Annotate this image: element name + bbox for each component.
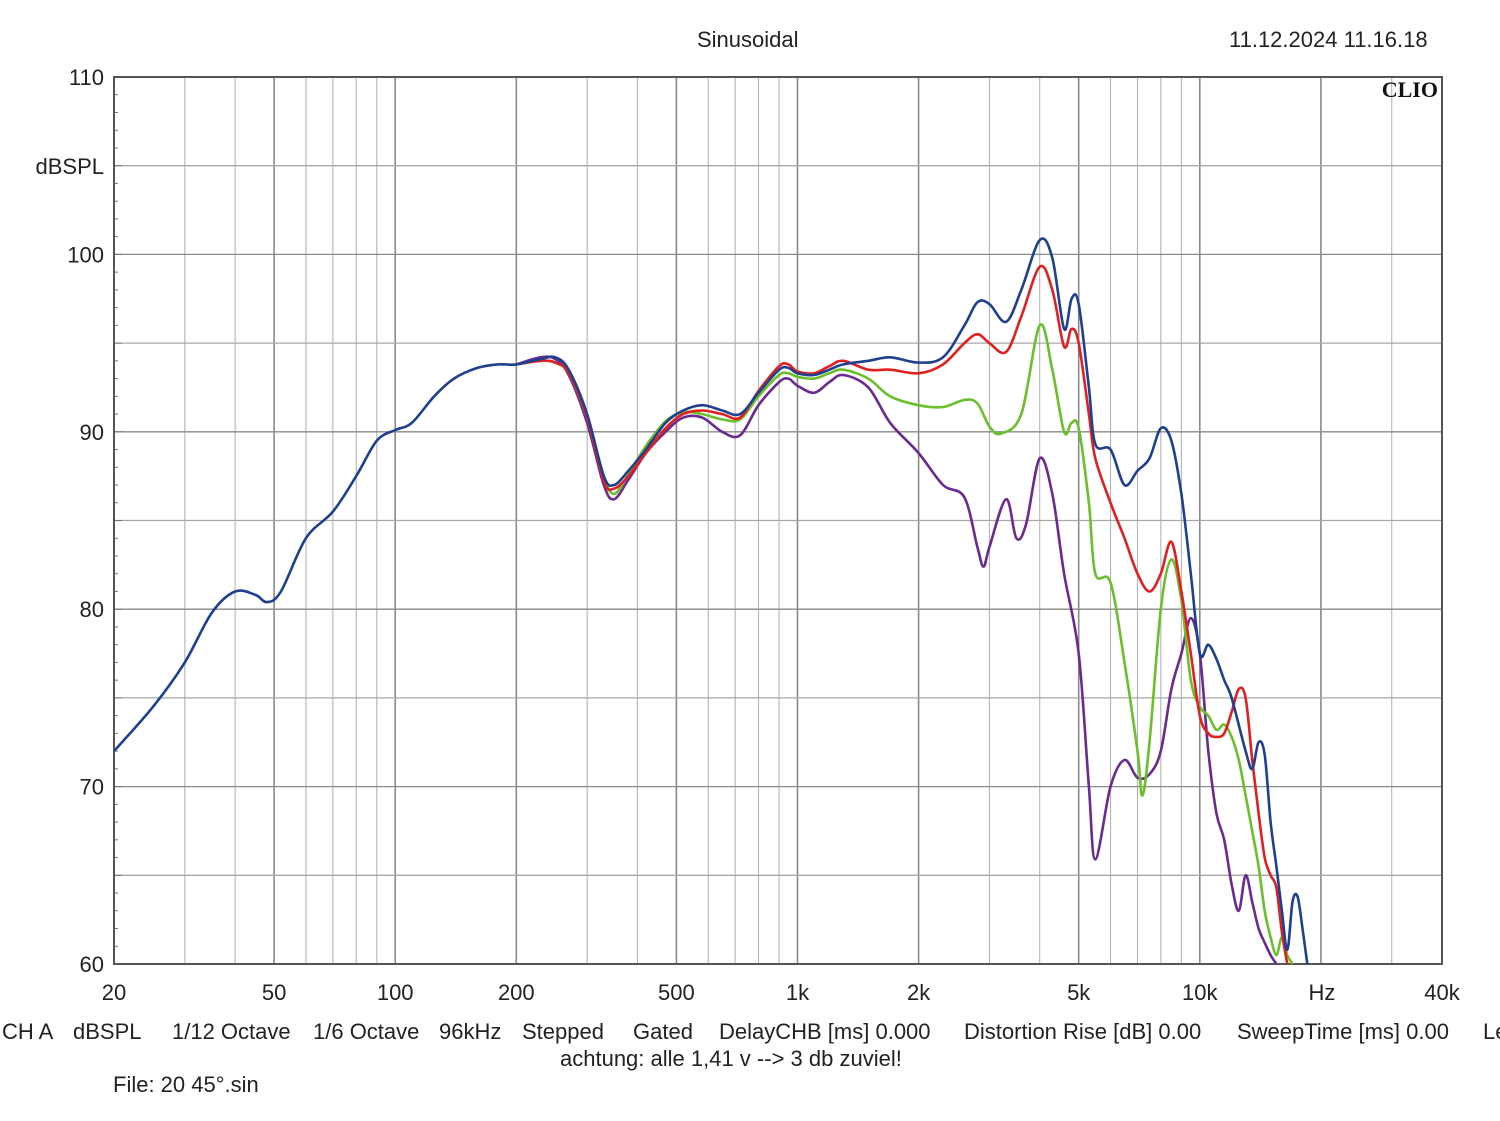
measurement-datetime: 11.12.2024 11.16.18: [1229, 27, 1428, 52]
x-tick-labels: 20 50 100 200 500 1k 2k 5k 10k 40k: [102, 980, 1461, 1005]
x-tick-label: 100: [377, 980, 414, 1005]
y-tick-labels: 110 100 90 80 70 60: [67, 65, 104, 977]
series-group: [113, 237, 1309, 965]
x-axis-unit: Hz: [1309, 980, 1336, 1005]
chart-title: Sinusoidal: [697, 27, 799, 52]
y-tick-label: 80: [80, 597, 104, 622]
y-tick-label: 70: [80, 775, 104, 800]
clio-logo: CLIO: [1382, 77, 1438, 102]
x-tick-label: 50: [262, 980, 286, 1005]
settings-item: Le: [1483, 1019, 1500, 1044]
y-tick-label: 90: [80, 420, 104, 445]
settings-item: CH A: [2, 1019, 54, 1044]
settings-item: Distortion Rise [dB] 0.00: [964, 1019, 1202, 1044]
y-tick-label: 110: [69, 65, 104, 90]
plot-frame: [113, 76, 1443, 965]
series-line-2: [516, 264, 1289, 965]
settings-item: 1/6 Octave: [313, 1019, 420, 1044]
settings-item: DelayCHB [ms] 0.000: [719, 1019, 931, 1044]
x-tick-label: 10k: [1182, 980, 1218, 1005]
x-tick-label: 500: [658, 980, 695, 1005]
series-line-1: [113, 237, 1309, 965]
grid: [114, 76, 1442, 965]
settings-item: 96kHz: [439, 1019, 502, 1044]
settings-item: Gated: [633, 1019, 693, 1044]
y-tick-label: 60: [80, 952, 104, 977]
settings-item: Stepped: [522, 1019, 604, 1044]
settings-item: 1/12 Octave: [172, 1019, 291, 1044]
note-text: achtung: alle 1,41 v --> 3 db zuviel!: [560, 1046, 902, 1071]
settings-item: SweepTime [ms] 0.00: [1237, 1019, 1449, 1044]
x-tick-label: 200: [498, 980, 535, 1005]
x-tick-label: 1k: [786, 980, 810, 1005]
series-line-4: [515, 355, 1278, 965]
file-name: File: 20 45°.sin: [113, 1072, 259, 1097]
y-axis-label: dBSPL: [36, 154, 105, 179]
y-tick-label: 100: [67, 242, 104, 267]
x-tick-label: 40k: [1424, 980, 1460, 1005]
x-tick-label: 20: [102, 980, 126, 1005]
x-tick-label: 2k: [907, 980, 931, 1005]
x-tick-label: 5k: [1067, 980, 1091, 1005]
settings-item: dBSPL: [73, 1019, 142, 1044]
